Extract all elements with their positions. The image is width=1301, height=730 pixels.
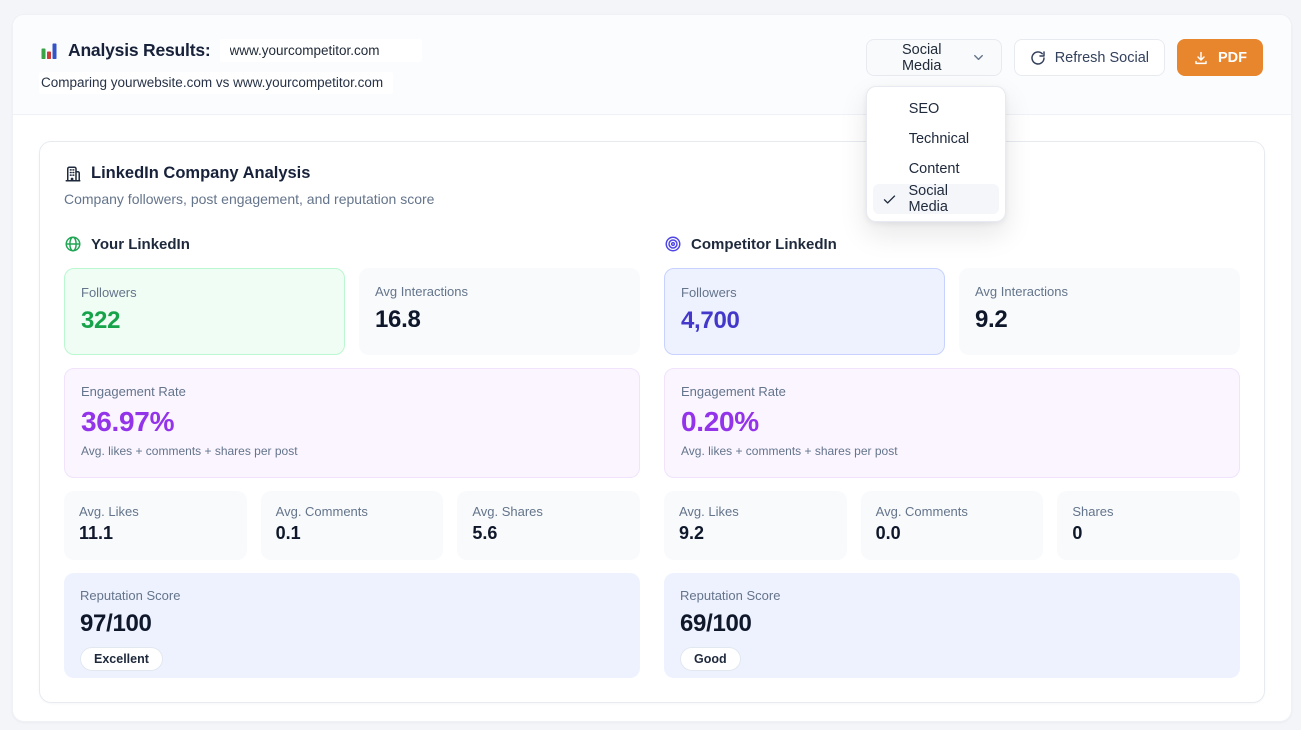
engagement-note: Avg. likes + comments + shares per post <box>681 444 898 458</box>
comparison-text: Comparing yourwebsite.com vs www.yourcom… <box>39 72 394 94</box>
stat-label: Avg. Likes <box>79 504 139 519</box>
refresh-social-label: Refresh Social <box>1054 49 1149 66</box>
card-title: LinkedIn Company Analysis <box>91 164 311 182</box>
stat-label: Avg. Shares <box>472 504 543 519</box>
stat-label: Avg Interactions <box>975 284 1068 299</box>
competitor-linkedin-column: Competitor LinkedIn Followers 4,700 Avg … <box>664 231 1240 678</box>
section-dropdown-menu: SEO Technical Content Social Media <box>865 86 1006 222</box>
menu-item-label: SEO <box>908 101 940 117</box>
your-avg-likes-card: Avg. Likes 11.1 <box>64 491 247 560</box>
reputation-badge: Good <box>680 647 741 671</box>
section-select[interactable]: Social Media <box>865 39 1002 76</box>
stat-value: 11.1 <box>79 523 114 543</box>
stat-value: 0 <box>1072 523 1083 543</box>
pdf-label: PDF <box>1218 49 1247 66</box>
competitor-followers-card: Followers 4,700 <box>664 268 945 355</box>
stat-value: 0.0 <box>875 523 901 543</box>
menu-item-technical[interactable]: Technical <box>873 124 999 154</box>
stat-label: Reputation Score <box>680 588 781 603</box>
stat-label: Followers <box>81 285 137 300</box>
card-subtitle: Company followers, post engagement, and … <box>64 191 435 207</box>
header: Analysis Results: Comparing yourwebsite.… <box>13 15 1291 222</box>
chevron-down-icon <box>971 50 986 65</box>
stat-value: 16.8 <box>375 306 421 333</box>
target-icon <box>664 235 682 253</box>
competitor-url-input[interactable] <box>219 39 422 62</box>
stat-label: Avg. Comments <box>875 504 968 519</box>
main-panel: Analysis Results: Comparing yourwebsite.… <box>12 14 1292 722</box>
your-followers-card: Followers 322 <box>64 268 345 355</box>
refresh-icon <box>1030 50 1046 66</box>
section-select-value: Social Media <box>901 41 942 74</box>
content-area: LinkedIn Company Analysis Company follow… <box>13 115 1291 729</box>
header-left: Analysis Results: Comparing yourwebsite.… <box>39 39 422 94</box>
bar-chart-icon <box>39 41 59 61</box>
stat-label: Avg. Comments <box>275 504 368 519</box>
your-reputation-card: Reputation Score 97/100 Excellent <box>64 573 640 678</box>
stat-label: Followers <box>681 285 737 300</box>
reputation-value: 97/100 <box>80 610 152 637</box>
competitor-avg-comments-card: Avg. Comments 0.0 <box>860 491 1044 560</box>
stat-value: 5.6 <box>472 523 498 543</box>
competitor-avg-interactions-card: Avg Interactions 9.2 <box>959 268 1240 355</box>
menu-item-label: Technical <box>908 131 970 147</box>
menu-item-social-media[interactable]: Social Media <box>872 183 999 215</box>
stat-label: Avg. Likes <box>679 504 739 519</box>
stat-label: Avg Interactions <box>375 284 468 299</box>
engagement-value: 0.20% <box>681 406 759 437</box>
competitor-avg-likes-card: Avg. Likes 9.2 <box>664 491 847 560</box>
menu-item-label: Content <box>908 161 960 177</box>
menu-item-seo[interactable]: SEO <box>873 94 999 124</box>
competitor-reputation-card: Reputation Score 69/100 Good <box>664 573 1240 678</box>
engagement-value: 36.97% <box>81 406 175 437</box>
reputation-value: 69/100 <box>680 610 752 637</box>
header-actions: Social Media Refresh Social PDF <box>865 39 1263 222</box>
page-title: Analysis Results: <box>68 40 211 60</box>
stat-label: Shares <box>1072 504 1114 519</box>
your-avg-shares-card: Avg. Shares 5.6 <box>457 491 640 560</box>
your-linkedin-column: Your LinkedIn Followers 322 Avg Interact… <box>64 231 640 678</box>
your-avg-interactions-card: Avg Interactions 16.8 <box>359 268 640 355</box>
stat-label: Engagement Rate <box>81 384 186 399</box>
linkedin-analysis-card: LinkedIn Company Analysis Company follow… <box>39 141 1265 703</box>
download-icon <box>1193 50 1209 66</box>
stat-value: 9.2 <box>679 523 705 543</box>
check-icon <box>882 192 909 207</box>
pdf-download-button[interactable]: PDF <box>1177 39 1263 76</box>
engagement-note: Avg. likes + comments + shares per post <box>81 444 298 458</box>
your-avg-comments-card: Avg. Comments 0.1 <box>260 491 444 560</box>
title-row: Analysis Results: <box>39 39 422 62</box>
competitor-engagement-card: Engagement Rate 0.20% Avg. likes + comme… <box>664 368 1240 478</box>
stat-value: 322 <box>81 307 121 334</box>
globe-icon <box>64 235 82 253</box>
stat-value: 9.2 <box>975 306 1008 333</box>
column-heading: Competitor LinkedIn <box>691 235 837 253</box>
stat-label: Engagement Rate <box>681 384 786 399</box>
reputation-badge: Excellent <box>80 647 163 671</box>
menu-item-content[interactable]: Content <box>873 154 999 184</box>
stat-value: 0.1 <box>275 523 301 543</box>
your-engagement-card: Engagement Rate 36.97% Avg. likes + comm… <box>64 368 640 478</box>
menu-item-label: Social Media <box>908 183 948 215</box>
refresh-social-button[interactable]: Refresh Social <box>1013 39 1165 76</box>
stat-value: 4,700 <box>681 307 740 334</box>
building-icon <box>64 165 82 183</box>
stat-label: Reputation Score <box>80 588 181 603</box>
column-heading: Your LinkedIn <box>91 235 190 253</box>
competitor-shares-card: Shares 0 <box>1057 491 1240 560</box>
